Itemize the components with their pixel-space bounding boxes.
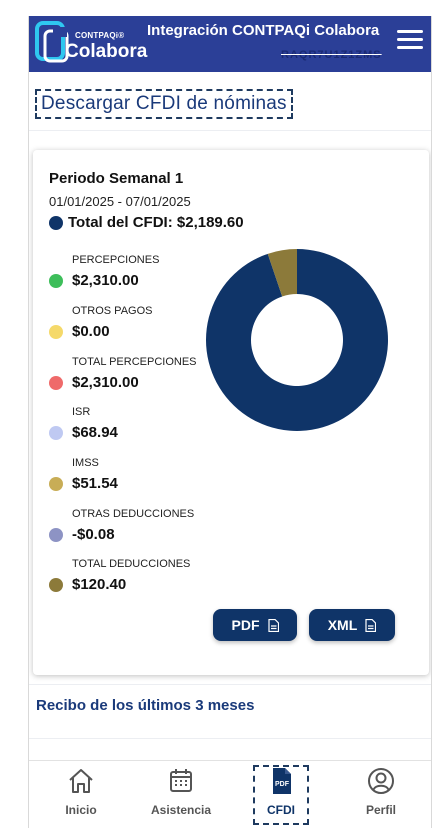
legend-value: $0.00 bbox=[72, 323, 110, 340]
legend-value: $120.40 bbox=[72, 576, 127, 593]
app-frame: CONTPAQi® Colabora Integración CONTPAQi … bbox=[28, 16, 432, 828]
nav-item-cfdi[interactable]: PDF CFDI bbox=[241, 761, 321, 828]
cfdi-donut-chart bbox=[206, 249, 388, 431]
donut-slice-1 bbox=[267, 249, 297, 297]
period-title: Periodo Semanal 1 bbox=[49, 170, 184, 187]
pdf-file-icon: PDF bbox=[273, 768, 291, 794]
nav-label: Perfil bbox=[365, 803, 396, 817]
logo-big-text: Colabora bbox=[65, 41, 148, 62]
app-title: Integración CONTPAQi Colabora bbox=[147, 22, 380, 39]
total-dot bbox=[49, 215, 63, 230]
user-icon bbox=[368, 768, 394, 794]
legend-label: PERCEPCIONES bbox=[72, 254, 160, 266]
legend-label: TOTAL DEDUCCIONES bbox=[72, 558, 191, 570]
legend-dot bbox=[49, 528, 63, 542]
legend-value: $2,310.00 bbox=[72, 374, 139, 391]
page-title-container: Descargar CFDI de nóminas bbox=[35, 89, 293, 119]
legend-item-isr: ISR $68.94 bbox=[49, 406, 219, 456]
pdf-button-label: PDF bbox=[231, 617, 260, 633]
page-title: Descargar CFDI de nóminas bbox=[41, 93, 287, 114]
donut-slice-0 bbox=[206, 249, 388, 431]
legend-item-otras-deducciones: OTRAS DEDUCCIONES -$0.08 bbox=[49, 508, 219, 558]
legend-value: -$0.08 bbox=[72, 526, 115, 543]
period-dates: 01/01/2025 - 07/01/2025 bbox=[49, 194, 191, 209]
company-code: RAQR7U1Z1ZMS bbox=[281, 49, 382, 61]
legend-label: OTROS PAGOS bbox=[72, 305, 153, 317]
nav-label: Asistencia bbox=[150, 803, 212, 817]
legend-dot bbox=[49, 477, 63, 491]
document-icon bbox=[267, 618, 279, 632]
legend-item-otros-pagos: OTROS PAGOS $0.00 bbox=[49, 305, 219, 355]
app-header: CONTPAQi® Colabora Integración CONTPAQi … bbox=[29, 16, 431, 72]
divider bbox=[29, 130, 431, 131]
calendar-icon bbox=[170, 769, 192, 792]
home-icon bbox=[69, 769, 93, 793]
legend-value: $68.94 bbox=[72, 424, 118, 441]
nav-item-perfil[interactable]: Perfil bbox=[341, 761, 421, 828]
legend-item-total-deducciones: TOTAL DEDUCCIONES $120.40 bbox=[49, 558, 219, 608]
legend-dot bbox=[49, 426, 63, 440]
legend-dot bbox=[49, 274, 63, 288]
nav-label: Inicio bbox=[65, 803, 97, 817]
legend-item-imss: IMSS $51.54 bbox=[49, 457, 219, 507]
total-label: Total del CFDI: $2,189.60 bbox=[68, 214, 244, 231]
total-row: Total del CFDI: $2,189.60 bbox=[49, 214, 244, 231]
active-nav-highlight bbox=[253, 765, 309, 825]
xml-button-label: XML bbox=[327, 617, 358, 633]
legend-label: TOTAL PERCEPCIONES bbox=[72, 356, 197, 368]
legend-label: IMSS bbox=[72, 457, 99, 469]
bottom-nav: Inicio Asistencia PDF CFDI bbox=[29, 760, 431, 828]
legend-value: $51.54 bbox=[72, 475, 118, 492]
pdf-download-button[interactable]: PDF bbox=[213, 609, 297, 641]
legend-value: $2,310.00 bbox=[72, 272, 139, 289]
legend-dot bbox=[49, 578, 63, 592]
logo-small-text: CONTPAQi® bbox=[75, 31, 125, 40]
nav-item-asistencia[interactable]: Asistencia bbox=[141, 761, 221, 828]
legend-item-total-percepciones: TOTAL PERCEPCIONES $2,310.00 bbox=[49, 356, 219, 406]
recibo-link[interactable]: Recibo de los últimos 3 meses bbox=[36, 697, 255, 714]
legend-item-percepciones: PERCEPCIONES $2,310.00 bbox=[49, 254, 219, 304]
document-icon bbox=[365, 618, 377, 632]
xml-download-button[interactable]: XML bbox=[309, 609, 395, 641]
divider bbox=[29, 684, 431, 685]
nav-label: CFDI bbox=[267, 803, 295, 817]
nav-item-inicio[interactable]: Inicio bbox=[41, 761, 121, 828]
legend-label: OTRAS DEDUCCIONES bbox=[72, 508, 195, 520]
app-logo: CONTPAQi® Colabora bbox=[35, 21, 148, 67]
legend-dot bbox=[49, 325, 63, 339]
legend-dot bbox=[49, 376, 63, 390]
colabora-logo-icon bbox=[35, 21, 69, 63]
hamburger-menu-icon[interactable] bbox=[397, 30, 425, 52]
cfdi-card: Periodo Semanal 1 01/01/2025 - 07/01/202… bbox=[33, 150, 429, 675]
svg-text:PDF: PDF bbox=[275, 781, 290, 788]
divider bbox=[29, 738, 431, 739]
legend-label: ISR bbox=[72, 406, 91, 418]
